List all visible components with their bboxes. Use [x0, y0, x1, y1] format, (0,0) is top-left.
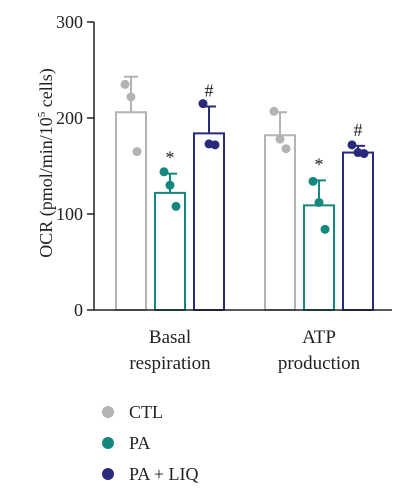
x-axis-labels: Basal respiration ATP production — [129, 327, 360, 374]
data-point — [198, 99, 208, 109]
legend-label: CTL — [129, 402, 163, 422]
bar — [115, 111, 147, 311]
significance-marker: # — [205, 80, 214, 100]
legend-swatch — [102, 406, 114, 418]
x-category-label-line1: ATP — [302, 327, 336, 348]
legend-swatch — [102, 437, 114, 449]
data-point — [120, 79, 130, 89]
data-point — [126, 92, 136, 102]
legend: CTL PA PA + LIQ — [102, 402, 199, 484]
y-tick-label: 100 — [56, 204, 83, 224]
x-category-label-line2: respiration — [129, 353, 211, 374]
bar — [264, 134, 296, 311]
data-point — [281, 144, 291, 154]
bar — [154, 191, 186, 312]
legend-label: PA — [129, 433, 150, 453]
data-point — [314, 197, 324, 207]
significance-marker: * — [315, 154, 324, 174]
y-tick-label: 300 — [56, 12, 83, 32]
x-category-label-line2: production — [278, 353, 361, 374]
data-point — [269, 106, 279, 116]
significance-marker: * — [166, 148, 175, 168]
data-point — [210, 140, 220, 150]
y-axis-label: OCR (pmol/min/105 cells) — [36, 68, 57, 258]
data-point — [359, 149, 369, 159]
data-point — [165, 180, 175, 190]
data-point — [159, 167, 169, 177]
legend-swatch — [102, 468, 114, 480]
legend-label: PA + LIQ — [129, 464, 199, 484]
bar — [193, 132, 225, 311]
data-point — [132, 147, 142, 157]
data-point — [275, 134, 285, 144]
y-axis-label-superscript: 5 — [36, 111, 48, 117]
plot-area: * # * # — [115, 75, 374, 312]
data-point — [308, 176, 318, 186]
y-tick-label: 0 — [74, 300, 83, 320]
y-tick-label: 200 — [56, 108, 83, 128]
bar — [342, 151, 374, 311]
data-point — [171, 201, 181, 211]
x-category-label-line1: Basal — [149, 327, 191, 348]
data-point — [320, 224, 330, 234]
y-axis: 0 100 200 300 — [56, 12, 392, 320]
y-axis-label-end: cells) — [36, 68, 57, 111]
bar — [303, 204, 335, 311]
data-point — [347, 140, 357, 150]
significance-marker: # — [354, 120, 363, 140]
y-axis-label-main: OCR (pmol/min/10 — [36, 117, 57, 258]
